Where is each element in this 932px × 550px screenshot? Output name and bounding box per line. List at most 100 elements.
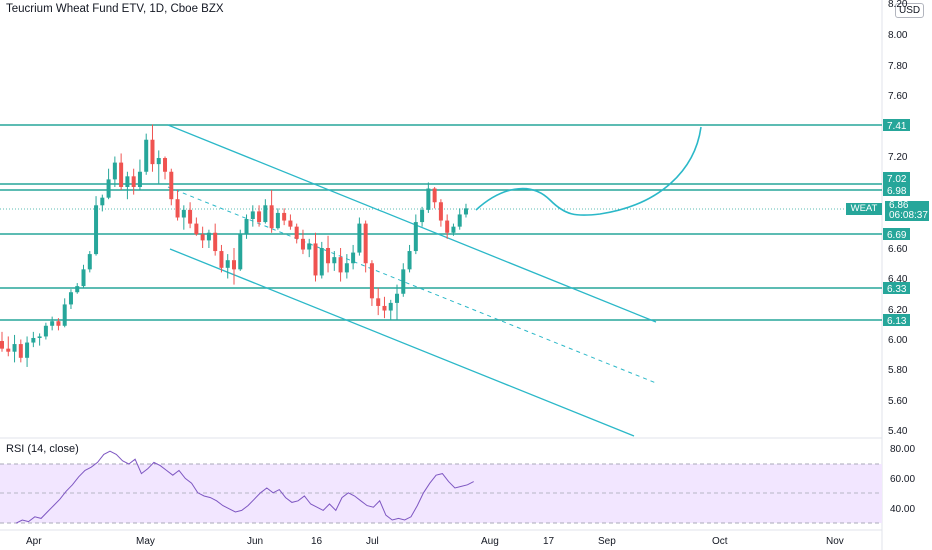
- level-label: 6.98: [887, 186, 907, 197]
- price-tick: 7.80: [888, 61, 908, 72]
- level-label: 6.69: [887, 230, 907, 241]
- currency-button[interactable]: USD: [895, 3, 925, 18]
- candle-body: [131, 176, 136, 187]
- candle-body: [451, 226, 456, 233]
- candle-body: [282, 212, 287, 221]
- channel-lower-line[interactable]: [169, 248, 635, 437]
- time-tick: Apr: [26, 536, 42, 547]
- candle-body: [188, 209, 193, 224]
- candle-body: [344, 263, 349, 273]
- candle-body: [144, 139, 149, 172]
- level-labels: 7.41 7.02 6.98 6.69 6.33 6.13: [883, 119, 910, 327]
- price-tick: 6.40: [888, 274, 908, 285]
- rsi-tick-80: 80.00: [890, 444, 915, 455]
- candle-body: [363, 223, 368, 264]
- price-tick: 5.60: [888, 396, 908, 407]
- candle-body: [163, 158, 168, 172]
- candle-body: [338, 257, 343, 273]
- level-label-bg: [883, 184, 910, 196]
- candle-body: [175, 199, 180, 218]
- channel-upper-line[interactable]: [167, 124, 657, 323]
- trend-channel[interactable]: [167, 124, 657, 437]
- price-tick: 7.60: [888, 91, 908, 102]
- candle-body: [269, 205, 274, 229]
- time-tick: Oct: [712, 536, 728, 547]
- candle-body: [244, 219, 249, 235]
- candle-body: [37, 336, 42, 338]
- candle-body: [376, 298, 381, 306]
- candle-body: [75, 286, 80, 293]
- projection-curve[interactable]: [475, 126, 702, 216]
- price-tick: 8.00: [888, 30, 908, 41]
- candle-body: [426, 188, 431, 210]
- level-label-bg: [883, 228, 910, 240]
- level-label: 6.33: [887, 284, 907, 295]
- candle-body: [119, 162, 124, 187]
- candle-body: [313, 243, 318, 276]
- time-tick: Sep: [598, 536, 616, 547]
- candle-body: [25, 342, 30, 358]
- time-tick: Jul: [366, 536, 379, 547]
- candle-body: [438, 202, 443, 221]
- rsi-line: [15, 450, 474, 524]
- time-tick: 16: [311, 536, 323, 547]
- candle-body: [50, 321, 55, 326]
- candle-body: [351, 252, 356, 264]
- rsi-title: RSI (14, close): [6, 443, 79, 455]
- rsi-tick-60: 60.00: [890, 474, 915, 485]
- channel-mid-line[interactable]: [167, 186, 657, 384]
- candle-body: [181, 209, 186, 218]
- last-price-badge: 6.86 06:08:37: [885, 201, 929, 221]
- level-label: 6.13: [887, 316, 907, 327]
- candle-body: [257, 211, 262, 223]
- candle-body: [106, 179, 111, 198]
- candle-body: [18, 344, 23, 358]
- candle-body: [288, 220, 293, 227]
- candle-body: [94, 205, 99, 255]
- candle-body: [137, 171, 142, 187]
- candle-body: [382, 305, 387, 311]
- candle-body: [432, 188, 437, 203]
- candle-body: [275, 212, 280, 229]
- chart-title: Teucrium Wheat Fund ETV, 1D, Cboe BZX: [6, 3, 224, 15]
- candle-body: [457, 214, 462, 227]
- price-tick: 7.20: [888, 152, 908, 163]
- rsi-tick-40: 40.00: [890, 504, 915, 515]
- price-tick-cut: 8.20: [888, 0, 908, 10]
- candle-body: [307, 243, 312, 250]
- price-tick: 6.00: [888, 335, 908, 346]
- level-label-bg: [883, 172, 910, 184]
- candle-body: [401, 269, 406, 294]
- candle-body: [43, 325, 48, 337]
- countdown-timer: 06:08:37: [889, 210, 928, 221]
- price-tick: 5.40: [888, 426, 908, 437]
- candle-body: [231, 260, 236, 270]
- candle-body: [294, 226, 299, 239]
- rsi-pane: 80.00 60.00 40.00: [0, 444, 915, 524]
- candle-body: [0, 341, 4, 349]
- candle-body: [238, 234, 243, 270]
- candle-body: [219, 251, 224, 268]
- level-label: 7.02: [887, 174, 907, 185]
- candle-body: [413, 222, 418, 252]
- candle-body: [200, 234, 205, 241]
- ticker-badge: WEAT: [846, 203, 882, 215]
- candle-body: [326, 248, 331, 264]
- time-axis[interactable]: Apr May Jun 16 Jul Aug 17 Sep Oct Nov: [26, 536, 844, 547]
- candle-body: [300, 238, 305, 250]
- candle-body: [156, 158, 161, 165]
- candle-body: [263, 205, 268, 223]
- candle-body: [169, 171, 174, 200]
- candle-body: [112, 162, 117, 180]
- candle-body: [357, 223, 362, 253]
- candle-body: [6, 348, 11, 352]
- candle-body: [81, 269, 86, 287]
- price-axis[interactable]: 8.20 8.00 7.80 7.60 7.20 6.60 6.40 6.20 …: [888, 0, 908, 437]
- candle-body: [68, 292, 73, 305]
- candle-body: [319, 248, 324, 276]
- candle-body: [100, 197, 105, 206]
- candle-body: [332, 257, 337, 264]
- price-tick: 6.60: [888, 244, 908, 255]
- candle-body: [407, 251, 412, 270]
